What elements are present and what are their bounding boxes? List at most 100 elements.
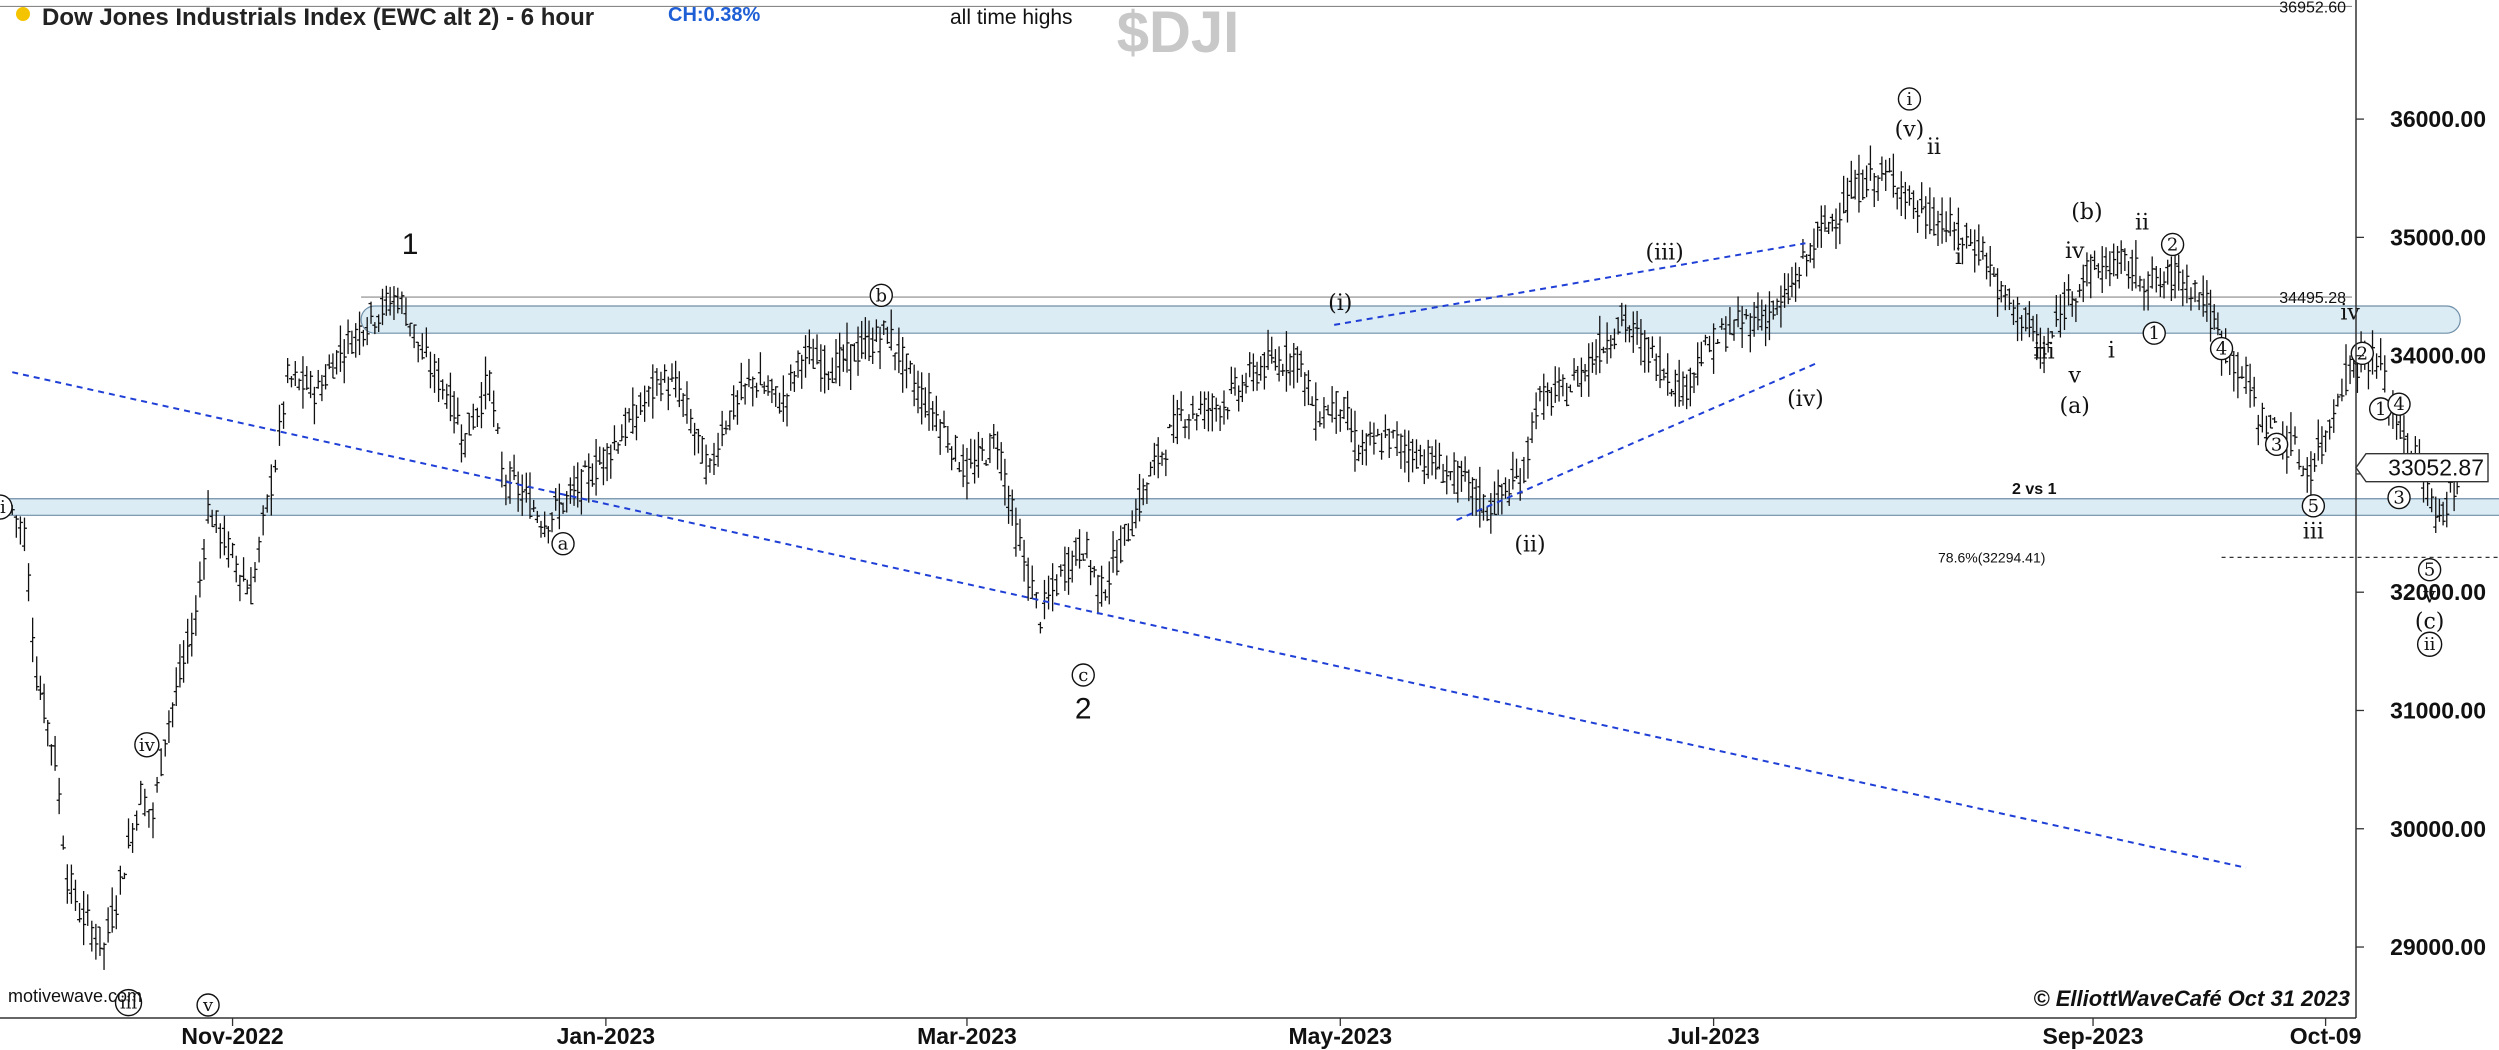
price-bar [2122,248,2128,272]
wave-label-text: (i) [1328,291,1352,316]
wave-label-text: 4 [2393,394,2404,415]
price-bar [221,515,227,556]
wave-label-text: (iv) [1787,387,1824,412]
price-bar [1890,153,1896,198]
price-bar [888,309,894,351]
wave-label-text: (v) [1895,117,1925,142]
price-bar [597,446,603,466]
price-bar [1615,317,1621,335]
price-bar [1261,352,1267,390]
price-bar [1429,446,1435,476]
price-bar [337,325,343,372]
price-bar [662,364,668,383]
price-bar [1575,365,1581,387]
wave-label-5: c [1071,663,1095,687]
last-price-tag: 33052.87 [2355,452,2489,483]
source-label: motivewave.com [8,986,142,1006]
price-bar [30,617,36,663]
y-tick-label: 32000.00 [2390,579,2486,605]
wave-label-text: v [202,995,214,1016]
price-bar [1013,507,1019,557]
price-bar [162,739,168,757]
price-bar [466,412,472,436]
price-bar [1041,579,1047,620]
wave-label-24: 3 [2264,432,2289,457]
price-bar [364,317,370,346]
price-bar [117,865,123,895]
price-bar [2133,240,2139,289]
price-bar [604,443,610,482]
price-bar [761,381,767,394]
price-bar [814,334,820,365]
price-bar [851,343,857,362]
price-bar [1414,439,1420,469]
price-bar [330,353,336,379]
price-bar [2015,296,2021,342]
price-bar [1755,292,1761,331]
price-bar [1341,396,1347,420]
price-bar [1091,565,1097,578]
price-bar [17,516,23,545]
price-bar [556,483,562,530]
price-bar [1406,430,1412,483]
price-bar [56,777,62,815]
price-bar [731,385,737,420]
price-bar [765,375,771,396]
price-bar [1137,473,1143,522]
wave-label-21: 1 [2142,321,2166,345]
price-bar [1774,298,1780,316]
price-bar [2095,263,2101,279]
price-bar [1095,574,1101,615]
price-bar [1367,421,1373,446]
price-bar [567,477,573,504]
price-bar [1363,433,1369,466]
price-bar [699,435,705,464]
price-bar [1302,372,1308,407]
price-bar [1665,353,1671,396]
all-time-highs-note: all time highs [950,6,1073,29]
price-bar [1661,368,1667,381]
wave-label-text: ii [1927,135,1941,160]
price-bar [1265,329,1271,370]
wave-label-33: v [2422,583,2436,608]
price-bar [1841,175,1847,214]
price-bar [676,371,682,408]
price-bar [217,523,223,559]
price-bar [1630,311,1636,353]
price-bar [166,710,172,744]
price-bar [2129,249,2135,291]
price-bar [1080,553,1086,561]
trendline-2 [1333,242,1806,326]
price-bar [2339,378,2345,402]
price-bar [1600,346,1606,354]
price-bar [2268,414,2274,429]
price-bar [1719,318,1725,330]
price-bar [2331,399,2337,433]
price-bar [1148,461,1154,477]
price-bar [391,286,397,321]
price-bar [1586,343,1592,397]
price-bar [142,788,148,817]
price-bar [1106,561,1112,605]
price-bar [1151,442,1157,476]
chart-title: Dow Jones Industrials Index (EWC alt 2) … [42,4,594,31]
wave-label-25: 5 [2301,494,2326,518]
price-bar [1280,363,1286,377]
price-bar [376,314,382,332]
price-bar [1556,367,1562,402]
price-bar [1305,370,1311,406]
channels-layer [0,305,2499,516]
price-bar [1735,296,1741,328]
price-bar [1852,169,1858,200]
price-bar [1006,485,1012,524]
price-bar [1991,266,1997,277]
price-bar [1727,307,1733,335]
price-bar [1221,390,1227,425]
price-bar [1272,349,1278,371]
price-bar [754,382,760,398]
price-bar [960,444,966,488]
price-bar [1525,436,1531,479]
wave-label-8: (iii) [1645,240,1683,265]
price-bar [615,442,621,454]
